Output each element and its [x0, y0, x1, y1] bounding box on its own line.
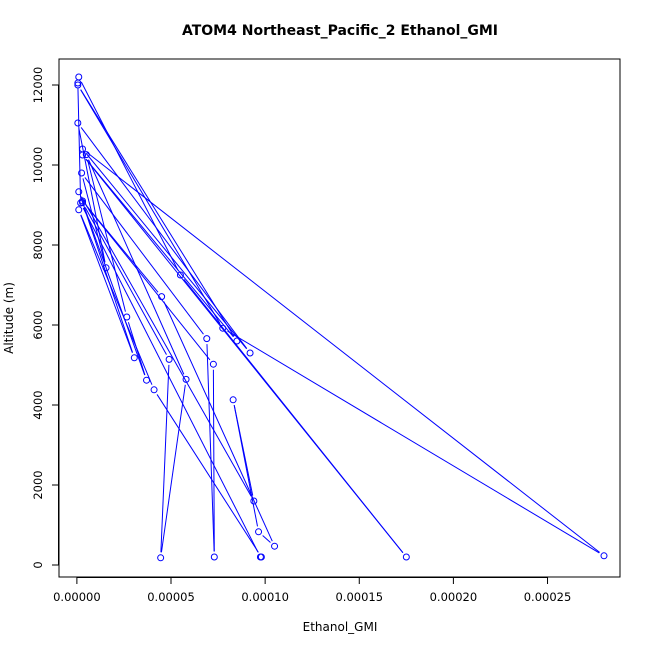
- y-tick-label: 12000: [31, 67, 45, 104]
- data-point-marker: [402, 553, 410, 561]
- y-tick-label: 6000: [31, 310, 45, 339]
- data-point-marker: [158, 293, 166, 301]
- series-segment: [80, 196, 146, 376]
- x-tick-label: 0.00005: [147, 590, 195, 604]
- series-segment: [82, 178, 106, 263]
- series-segment: [163, 301, 273, 542]
- data-point-marker: [150, 386, 158, 394]
- data-point-marker: [165, 355, 173, 363]
- data-point-marker: [210, 553, 218, 561]
- series-segment: [233, 405, 254, 496]
- series-segment: [160, 384, 186, 553]
- series-segment: [80, 89, 235, 337]
- series-segment: [82, 207, 259, 553]
- data-point-marker: [176, 271, 184, 279]
- y-axis-label: Altitude (m): [2, 282, 16, 354]
- data-point-marker: [130, 354, 138, 362]
- series-segment: [262, 535, 271, 543]
- x-axis: 0.00000 0.00005 0.00010 0.00015 0.00020 0.000…: [53, 577, 571, 604]
- series-segment: [85, 204, 211, 361]
- data-point-marker: [246, 349, 254, 357]
- series-segment: [85, 158, 234, 338]
- series-segment: [80, 214, 133, 353]
- data-point-marker: [74, 81, 82, 89]
- series-segment: [85, 152, 247, 350]
- series-segment: [84, 177, 204, 335]
- data-point-marker: [219, 324, 227, 332]
- data-point-marker: [78, 169, 86, 177]
- series-segment: [87, 159, 126, 312]
- data-point-marker: [257, 553, 265, 561]
- y-tick-label: 0: [31, 561, 45, 568]
- series-segment: [84, 207, 167, 355]
- series-segment: [80, 127, 248, 349]
- y-tick-label: 8000: [31, 230, 45, 259]
- series-segment: [80, 214, 153, 385]
- data-point-marker: [74, 119, 82, 127]
- y-tick-label: 10000: [31, 147, 45, 184]
- data-point-marker: [75, 73, 83, 81]
- series-segment: [212, 369, 215, 552]
- data-point-marker: [102, 264, 110, 272]
- data-point-marker: [209, 360, 217, 368]
- x-tick-label: 0.00015: [335, 590, 383, 604]
- data-point-marker: [233, 337, 241, 345]
- series-segment: [81, 196, 252, 497]
- data-point-marker: [600, 552, 608, 560]
- series-segment: [86, 151, 600, 553]
- series-segment: [80, 81, 179, 271]
- y-tick-label: 4000: [31, 390, 45, 419]
- series-segment: [85, 158, 404, 554]
- data-point-marker: [255, 528, 263, 536]
- series-lines: [77, 81, 600, 554]
- series-segment: [206, 344, 215, 552]
- y-tick-label: 2000: [31, 470, 45, 499]
- series-points: [74, 73, 608, 562]
- x-tick-label: 0.00025: [524, 590, 572, 604]
- data-point-marker: [203, 335, 211, 343]
- series-segment: [160, 364, 170, 553]
- data-point-marker: [79, 199, 87, 207]
- data-point-marker: [79, 145, 87, 153]
- x-tick-label: 0.00010: [241, 590, 289, 604]
- series-segment: [227, 330, 600, 554]
- x-tick-label: 0.00020: [430, 590, 478, 604]
- x-tick-label: 0.00000: [53, 590, 101, 604]
- series-segment: [88, 159, 185, 375]
- series-segment: [80, 89, 221, 324]
- data-point-marker: [75, 206, 83, 214]
- data-point-marker: [182, 375, 190, 383]
- x-axis-label: Ethanol_GMI: [303, 620, 378, 634]
- data-point-marker: [250, 497, 258, 505]
- data-point-marker: [82, 151, 90, 159]
- series-segment: [156, 394, 259, 553]
- data-point-marker: [75, 188, 83, 196]
- data-point-marker: [123, 313, 131, 321]
- series-segment: [77, 88, 82, 198]
- data-point-marker: [157, 554, 165, 562]
- y-axis: 0 2000 4000 6000 8000 10000 12000: [31, 67, 59, 569]
- data-point-marker: [229, 396, 237, 404]
- series-segment: [85, 204, 159, 293]
- series-segment: [78, 128, 106, 263]
- data-point-marker: [143, 376, 151, 384]
- data-point-marker: [271, 542, 279, 550]
- chart-title: ATOM4 Northeast_Pacific_2 Ethanol_GMI: [182, 23, 498, 39]
